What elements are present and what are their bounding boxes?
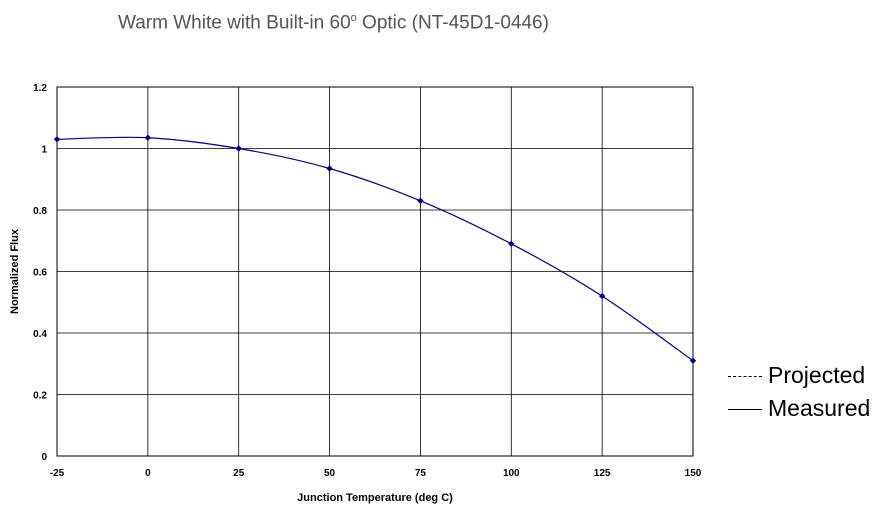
x-tick-label: 25 bbox=[233, 468, 245, 479]
series-markers bbox=[53, 134, 697, 364]
y-axis-title: Normalized Flux bbox=[9, 228, 21, 314]
y-tick-label: 0.2 bbox=[33, 391, 47, 402]
y-tick-label: 0 bbox=[41, 452, 47, 463]
x-tick-label: 50 bbox=[324, 468, 336, 479]
y-tick-label: 1.2 bbox=[33, 83, 47, 94]
x-axis-title: Junction Temperature (deg C) bbox=[297, 492, 453, 504]
y-tick-label: 0.4 bbox=[33, 329, 47, 340]
legend-entry-projected: Projected bbox=[728, 362, 865, 389]
y-tick-label: 0.6 bbox=[33, 268, 47, 279]
data-point-marker bbox=[144, 134, 152, 141]
plot-frame bbox=[56, 86, 694, 457]
x-tick-label: 100 bbox=[503, 468, 520, 479]
legend-label-measured: Measured bbox=[768, 395, 871, 421]
series-line-measured bbox=[56, 136, 694, 362]
chart-title: Warm White with Built-in 60o Optic (NT-4… bbox=[118, 12, 549, 34]
legend-swatch-dashed bbox=[728, 376, 762, 378]
y-tick-label: 0.8 bbox=[33, 206, 47, 217]
data-point-marker bbox=[417, 197, 424, 204]
legend-swatch-solid bbox=[728, 409, 762, 411]
data-point-marker bbox=[53, 136, 61, 143]
x-tick-labels: -25 0 25 50 75 100 125 150 bbox=[50, 468, 702, 479]
x-tick-label: 150 bbox=[685, 468, 702, 479]
data-point-marker bbox=[689, 357, 697, 364]
data-point-marker bbox=[598, 292, 606, 300]
legend-entry-measured: Measured bbox=[728, 395, 870, 422]
x-tick-label: -25 bbox=[50, 468, 65, 479]
grid-lines bbox=[56, 86, 694, 457]
y-tick-label: 1 bbox=[41, 145, 47, 156]
data-point-marker bbox=[508, 240, 515, 248]
x-tick-label: 125 bbox=[594, 468, 611, 479]
data-point-marker bbox=[235, 145, 242, 152]
x-tick-label: 0 bbox=[145, 468, 151, 479]
x-tick-label: 75 bbox=[415, 468, 427, 479]
data-point-marker bbox=[326, 165, 333, 172]
y-tick-labels: 0 0.2 0.4 0.6 0.8 1 1.2 bbox=[33, 83, 47, 463]
legend-label-projected: Projected bbox=[768, 362, 866, 388]
